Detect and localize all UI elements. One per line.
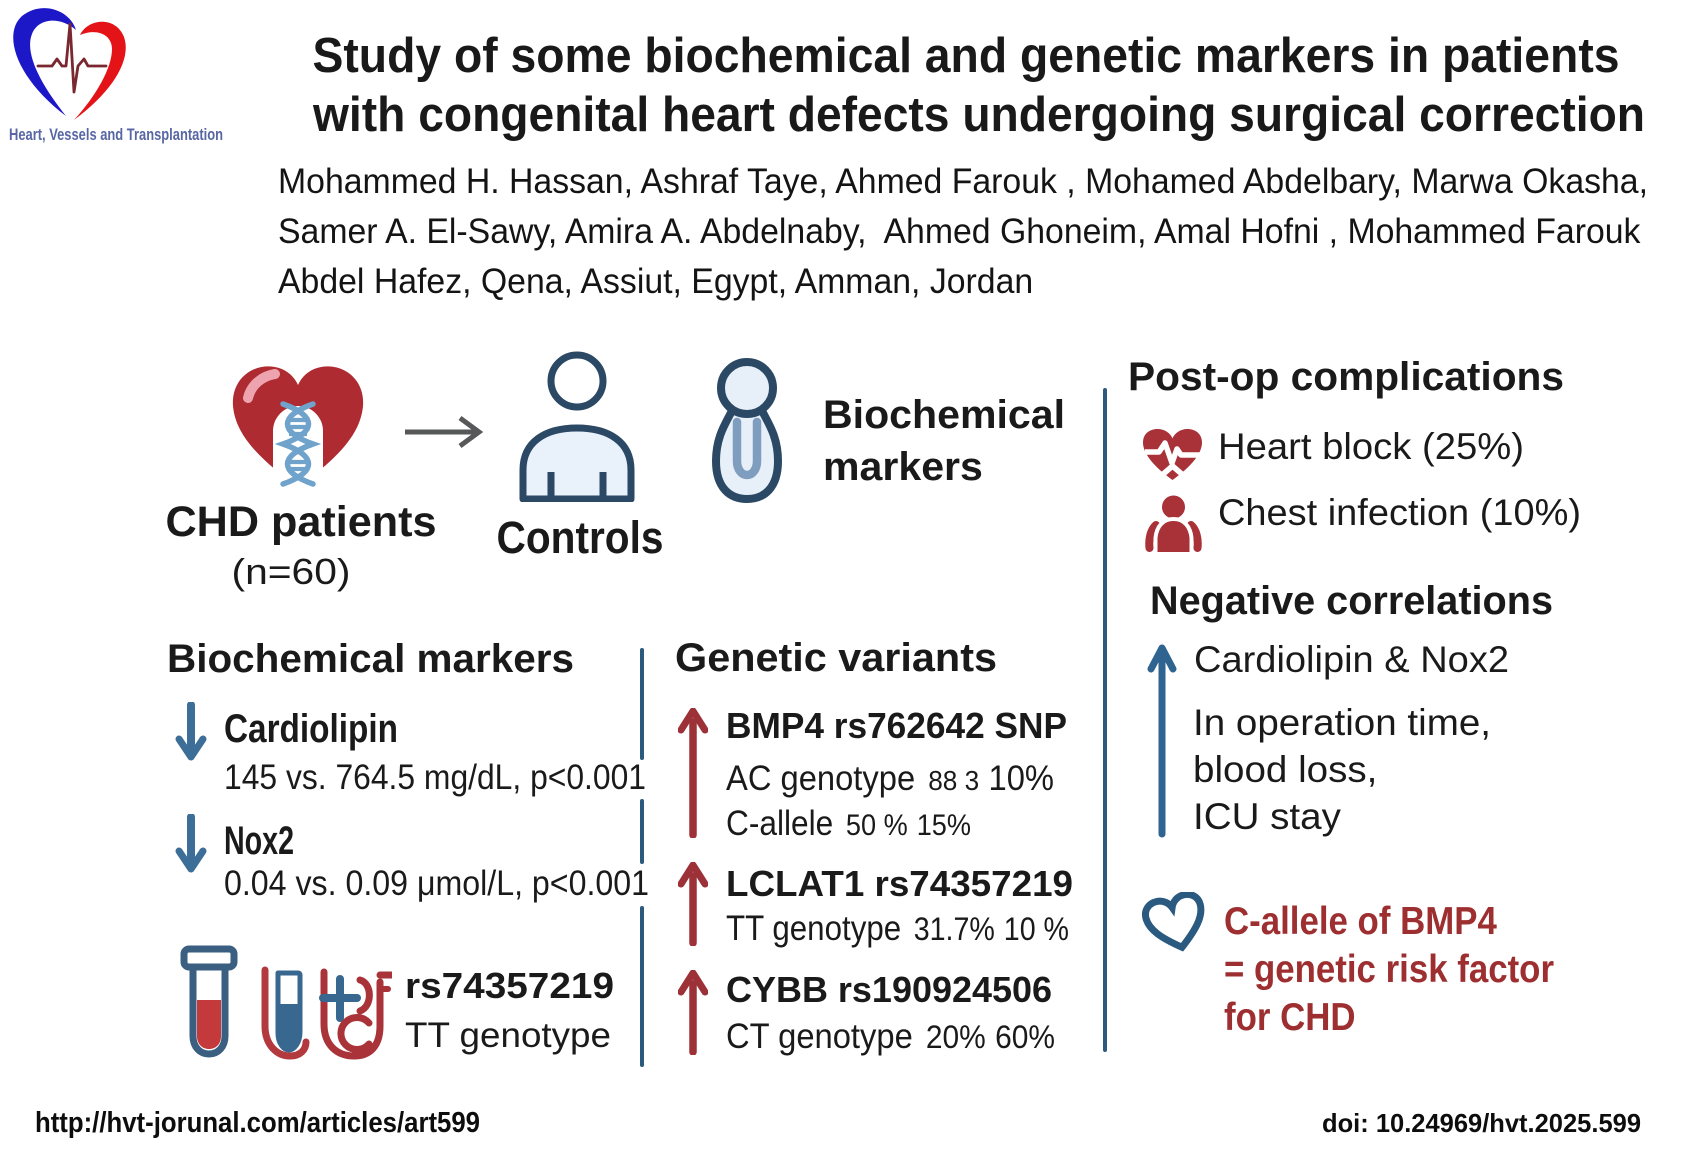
doi-text: doi: 10.24969/hvt.2025.599: [1322, 1108, 1641, 1138]
chd-patients-label: CHD patients: [165, 498, 437, 546]
correlation-variables: In operation time, blood loss, ICU stay: [1193, 702, 1491, 837]
postop-item-label: Chest infection (10%): [1218, 492, 1581, 533]
genetic-variant-row: TT genotype 31.7% 10 %: [726, 909, 1069, 948]
biochemical-snp-genotype: TT genotype: [405, 1016, 611, 1055]
genetic-variant-row: AC genotype 88 3 10%: [726, 759, 1054, 798]
right-arrow-icon: [405, 415, 484, 449]
divider-left-middle: [640, 648, 644, 760]
biochemical-item-name: Cardiolipin: [224, 707, 398, 751]
negative-correlations-heading: Negative correlations: [1150, 579, 1553, 623]
page-title-line1: Study of some biochemical and genetic ma…: [312, 29, 1620, 83]
urine-specimen-icon: [712, 358, 782, 503]
controls-label: Controls: [496, 512, 664, 563]
divider-left-middle-2: [640, 799, 644, 864]
authors-line1: Mohammed H. Hassan, Ashraf Taye, Ahmed F…: [278, 162, 1648, 201]
person-icon: [519, 351, 635, 502]
biochemical-heading: Biochemical markers: [167, 637, 574, 681]
down-arrow-icon: [175, 814, 207, 873]
authors-line2: Samer A. El-Sawy, Amira A. Abdelnaby, Ah…: [278, 212, 1641, 251]
genetic-variant-title: CYBB rs190924506: [726, 969, 1052, 1010]
up-arrow-icon: [678, 970, 708, 1055]
biochemical-item-value: 145 vs. 764.5 mg/dL, p<0.001: [224, 758, 646, 797]
correlation-markers: Cardiolipin & Nox2: [1194, 639, 1509, 680]
down-arrow-icon: [175, 702, 207, 761]
article-url-text: http://hvt-jorunal.com/articles/art599: [35, 1107, 480, 1139]
postop-item-label: Heart block (25%): [1218, 426, 1524, 467]
biochemical-snp: rs74357219: [405, 965, 614, 1006]
heart-dna-icon: [232, 366, 364, 506]
up-arrow-icon: [678, 708, 708, 838]
divider-middle-right: [1103, 388, 1107, 1052]
authors-line3: Abdel Hafez, Qena, Assiut, Egypt, Amman,…: [278, 262, 1034, 301]
blood-tube-icon: [180, 945, 238, 1058]
journal-name: Heart, Vessels and Transplantation: [9, 125, 223, 144]
heart-pulse-icon: [1143, 429, 1202, 480]
blue-tube-icon: [261, 966, 310, 1060]
risk-statement: C-allele of BMP4 = genetic risk factor for…: [1224, 900, 1554, 1039]
biochemical-item-name: Nox2: [224, 819, 294, 863]
divider-left-middle-3: [640, 906, 644, 1067]
genetic-variant-title: BMP4 rs762642 SNP: [726, 705, 1067, 746]
page-title-line2: with congenital heart defects undergoing…: [313, 88, 1645, 142]
up-arrow-icon: [1147, 644, 1177, 838]
up-arrow-icon: [678, 862, 708, 946]
biochemical-item-value: 0.04 vs. 0.09 μmol/L, p<0.001: [224, 864, 649, 903]
letters-tube-icon: [319, 968, 392, 1060]
genetic-variant-row: CT genotype 20% 60%: [726, 1017, 1055, 1056]
heart-outline-icon: [1141, 892, 1205, 952]
chd-patients-count: (n=60): [231, 551, 351, 592]
genetic-variant-title: LCLAT1 rs74357219: [726, 863, 1073, 904]
authors: Mohammed H. Hassan, Ashraf Taye, Ahmed F…: [278, 157, 1648, 307]
journal-logo-heart-icon: [13, 8, 126, 120]
postop-heading: Post-op complications: [1128, 355, 1564, 399]
child-person-icon: [1145, 494, 1202, 554]
genetic-heading: Genetic variants: [675, 636, 997, 680]
biochemical-markers-flow-label: Biochemical markers: [823, 393, 1065, 489]
genetic-variant-row: C-allele 50 % 15%: [726, 804, 971, 843]
